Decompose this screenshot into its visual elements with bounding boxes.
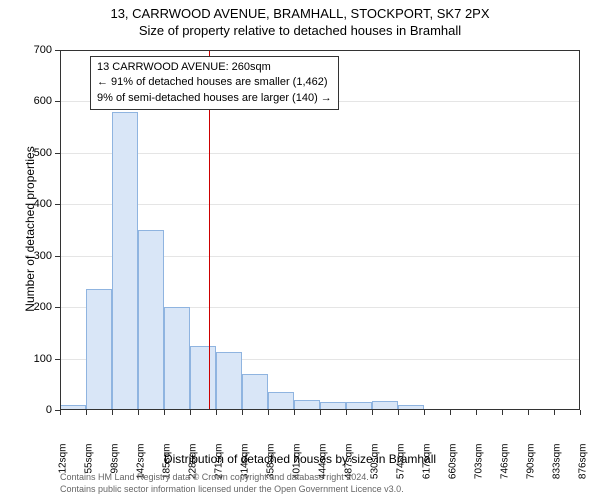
ytick-label: 200 (12, 301, 52, 313)
chart-title-sub: Size of property relative to detached ho… (0, 21, 600, 38)
info-line-1: 13 CARRWOOD AVENUE: 260sqm (97, 60, 332, 75)
footer-line-2: Contains public sector information licen… (60, 484, 404, 496)
xtick-mark (164, 410, 165, 415)
xtick-mark (502, 410, 503, 415)
ytick-label: 700 (12, 44, 52, 56)
info-line-3: 9% of semi-detached houses are larger (1… (97, 91, 332, 106)
ytick-label: 100 (12, 353, 52, 365)
xtick-mark (242, 410, 243, 415)
chart-container: 13, CARRWOOD AVENUE, BRAMHALL, STOCKPORT… (0, 0, 600, 500)
footer: Contains HM Land Registry data © Crown c… (60, 472, 404, 495)
footer-line-1: Contains HM Land Registry data © Crown c… (60, 472, 404, 484)
axis-right (579, 50, 580, 410)
histogram-bar (112, 112, 138, 410)
xtick-mark (476, 410, 477, 415)
xtick-mark (580, 410, 581, 415)
xtick-label: 660sqm (448, 444, 459, 494)
histogram-bar (86, 289, 112, 410)
info-box: 13 CARRWOOD AVENUE: 260sqm ← 91% of deta… (90, 56, 339, 110)
xtick-mark (398, 410, 399, 415)
xtick-mark (450, 410, 451, 415)
axis-top (60, 50, 580, 51)
xtick-mark (346, 410, 347, 415)
xtick-mark (60, 410, 61, 415)
xtick-mark (138, 410, 139, 415)
xtick-label: 746sqm (500, 444, 511, 494)
xtick-label: 790sqm (526, 444, 537, 494)
xtick-mark (320, 410, 321, 415)
y-axis-label: Number of detached properties (23, 129, 37, 329)
grid-line (60, 153, 580, 154)
histogram-bar (138, 230, 164, 410)
ytick-label: 600 (12, 95, 52, 107)
grid-line (60, 204, 580, 205)
xtick-label: 833sqm (552, 444, 563, 494)
x-axis-label: Distribution of detached houses by size … (0, 452, 600, 466)
xtick-label: 876sqm (578, 444, 589, 494)
histogram-bar (242, 374, 268, 410)
ytick-label: 300 (12, 250, 52, 262)
xtick-mark (372, 410, 373, 415)
xtick-label: 703sqm (474, 444, 485, 494)
xtick-mark (554, 410, 555, 415)
xtick-mark (268, 410, 269, 415)
histogram-bar (164, 307, 190, 410)
ytick-label: 400 (12, 198, 52, 210)
xtick-mark (294, 410, 295, 415)
xtick-mark (86, 410, 87, 415)
xtick-mark (528, 410, 529, 415)
histogram-bar (190, 346, 216, 410)
ytick-label: 500 (12, 147, 52, 159)
xtick-label: 617sqm (422, 444, 433, 494)
histogram-bar (216, 352, 242, 410)
histogram-bar (268, 392, 294, 410)
xtick-mark (112, 410, 113, 415)
plot-area: 13 CARRWOOD AVENUE: 260sqm ← 91% of deta… (60, 50, 580, 410)
xtick-mark (424, 410, 425, 415)
chart-title-main: 13, CARRWOOD AVENUE, BRAMHALL, STOCKPORT… (0, 0, 600, 21)
ytick-label: 0 (12, 404, 52, 416)
xtick-mark (190, 410, 191, 415)
xtick-mark (216, 410, 217, 415)
info-line-2: ← 91% of detached houses are smaller (1,… (97, 75, 332, 90)
axis-left (60, 50, 61, 410)
